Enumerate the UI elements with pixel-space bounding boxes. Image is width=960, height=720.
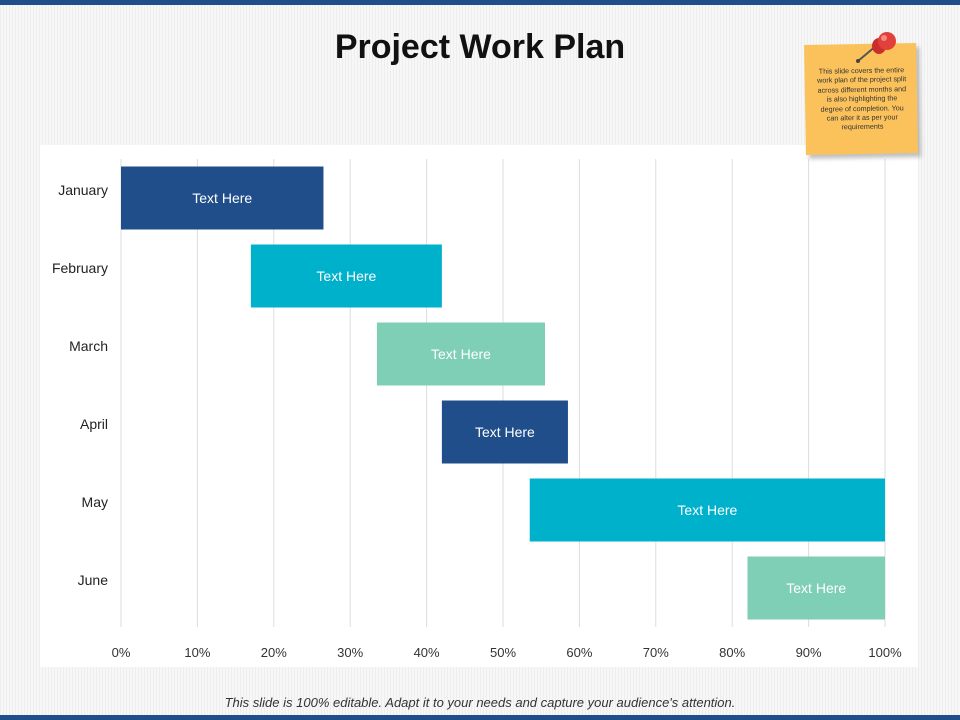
bar-label: Text Here: [316, 268, 376, 284]
gantt-chart: 0% 10% 20% 30% 40% 50% 60% 70% 80% 90% 100% January…: [52, 159, 902, 660]
x-tick-label: 100%: [868, 645, 902, 660]
y-category-label: March: [69, 338, 108, 354]
x-tick-label: 10%: [184, 645, 210, 660]
gantt-bar: [441, 400, 568, 464]
bar-label: Text Here: [786, 580, 846, 596]
x-tick-label: 50%: [490, 645, 516, 660]
bar-label: Text Here: [475, 424, 535, 440]
y-category-label: April: [80, 416, 108, 432]
x-tick-label: 0%: [112, 645, 131, 660]
x-tick-label: 40%: [414, 645, 440, 660]
pushpin-icon: [856, 32, 896, 63]
y-category-label: May: [82, 494, 108, 510]
gantt-bar: [250, 244, 442, 308]
y-category-label: January: [58, 182, 108, 198]
x-tick-label: 70%: [643, 645, 669, 660]
bottom-accent-bar: [0, 715, 960, 720]
sticky-note-text: This slide covers the entire work plan o…: [817, 65, 907, 132]
x-tick-label: 60%: [566, 645, 592, 660]
bar-label: Text Here: [192, 190, 252, 206]
gantt-bar: [747, 556, 885, 620]
gantt-bar: [529, 478, 885, 542]
y-category-label: June: [78, 572, 109, 588]
chart-panel: 0% 10% 20% 30% 40% 50% 60% 70% 80% 90% 100% January…: [40, 145, 918, 667]
top-accent-bar: [0, 0, 960, 5]
page-title: Project Work Plan: [334, 28, 626, 66]
x-tick-label: 90%: [796, 645, 822, 660]
footer-caption: This slide is 100% editable. Adapt it to…: [224, 695, 736, 710]
y-category-label: February: [52, 260, 108, 276]
bar-label: Text Here: [431, 346, 491, 362]
gantt-bar: [121, 166, 324, 230]
gantt-bar: [376, 322, 546, 386]
bar-label: Text Here: [677, 502, 737, 518]
x-tick-label: 80%: [719, 645, 745, 660]
x-tick-label: 30%: [337, 645, 363, 660]
x-tick-label: 20%: [261, 645, 287, 660]
